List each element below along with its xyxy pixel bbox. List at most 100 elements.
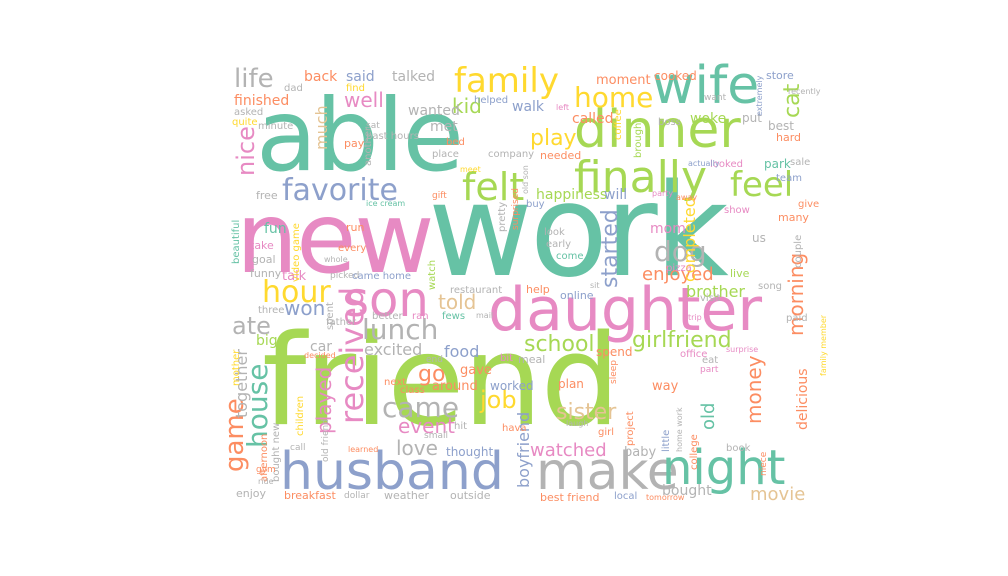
cloud-word: another: [363, 126, 374, 166]
cloud-word: sale: [790, 157, 811, 168]
cloud-word: family member: [819, 314, 828, 376]
cloud-word: online: [560, 289, 594, 302]
cloud-word: started: [598, 209, 623, 288]
cloud-word: wife: [652, 56, 760, 116]
cloud-word: feel: [730, 165, 794, 205]
cloud-word: niece: [759, 451, 769, 476]
cloud-word: night: [662, 440, 786, 496]
cloud-word: ride: [258, 477, 274, 486]
cloud-word: three: [258, 305, 285, 316]
cloud-word: home work: [675, 407, 684, 452]
cloud-word: needed: [540, 149, 582, 162]
cloud-word: spend: [596, 345, 633, 359]
cloud-word: park: [764, 157, 791, 171]
cloud-word: end: [426, 355, 443, 365]
cloud-word: talk: [282, 269, 307, 284]
cloud-word: coffee: [613, 109, 624, 140]
cloud-word: little: [661, 429, 672, 452]
cloud-word: outside: [450, 489, 491, 502]
cloud-word: ate: [232, 312, 271, 340]
cloud-word: take: [250, 239, 274, 252]
cloud-word: look: [544, 227, 565, 238]
cloud-word: surprised: [511, 188, 521, 230]
cloud-word: son: [344, 272, 429, 328]
cloud-word: party: [652, 189, 674, 198]
cloud-word: hard: [776, 131, 802, 144]
cloud-word: part: [700, 365, 719, 375]
cloud-word: whole: [324, 255, 348, 264]
cloud-word: lunch: [362, 313, 439, 346]
cloud-word: laugh: [566, 419, 589, 428]
cloud-word: won: [284, 296, 326, 320]
cloud-word: school: [524, 332, 595, 357]
cloud-word: team: [776, 173, 802, 184]
cloud-word: live: [730, 267, 750, 280]
cloud-word: mail: [476, 311, 494, 320]
cloud-word: back: [304, 69, 338, 85]
cloud-word: job: [480, 386, 517, 414]
cloud-word: beautiful: [231, 219, 242, 264]
cloud-word: favorite: [282, 173, 398, 208]
cloud-word: girlfriend: [632, 328, 732, 353]
cloud-word: father: [326, 317, 357, 328]
cloud-word: gift: [432, 191, 447, 201]
cloud-word: mom: [650, 221, 686, 237]
cloud-word: woke: [690, 111, 727, 127]
cloud-word: children: [295, 395, 306, 436]
cloud-word: give: [798, 199, 820, 210]
cloud-word: trip: [688, 313, 702, 322]
cloud-word: money: [742, 355, 766, 424]
cloud-word: much: [312, 105, 331, 150]
cloud-word: bit: [500, 353, 514, 364]
cloud-word: run: [346, 221, 365, 234]
cloud-word: next: [384, 377, 407, 388]
cloud-word: movie: [750, 484, 806, 505]
cloud-word: early: [546, 239, 572, 250]
cloud-word: better: [372, 311, 403, 322]
cloud-word: around: [432, 379, 478, 394]
cloud-word: decided: [304, 351, 336, 360]
cloud-word: best: [768, 119, 794, 133]
cloud-word: gave: [460, 363, 492, 378]
cloud-word: old: [698, 402, 719, 430]
cloud-word: enjoy: [236, 487, 267, 500]
cloud-word: project: [625, 411, 636, 446]
cloud-word: every: [338, 243, 367, 254]
cloud-word: food: [444, 342, 480, 361]
cloud-word: minute: [258, 121, 294, 132]
cloud-word: told: [438, 290, 477, 314]
cloud-word: sleep: [609, 360, 619, 384]
cloud-word: video game: [291, 223, 302, 282]
cloud-word: funny: [250, 267, 282, 280]
cloud-word: life: [234, 64, 274, 94]
cloud-word: worked: [490, 379, 534, 393]
cloud-word: learned: [348, 445, 379, 454]
cloud-word: boss: [658, 117, 681, 128]
cloud-word: class: [400, 385, 425, 396]
cloud-word: home: [574, 81, 654, 114]
cloud-word: came home: [352, 271, 412, 282]
cloud-word: local: [614, 491, 638, 502]
cloud-word: love: [396, 436, 438, 460]
cloud-word: couple: [793, 234, 804, 268]
cloud-word: dog: [654, 235, 707, 268]
cloud-word: finally: [574, 152, 708, 203]
cloud-word: gym: [256, 465, 276, 475]
cloud-word: college: [689, 434, 700, 470]
cloud-word: thought: [446, 445, 494, 459]
cloud-word: hit: [454, 421, 468, 432]
cloud-word: big: [256, 333, 278, 349]
cloud-word: will: [604, 187, 628, 203]
cloud-word: delicious: [795, 368, 811, 430]
cloud-word: helped: [474, 95, 509, 106]
cloud-word: eat: [702, 355, 719, 366]
cloud-word: daughter: [488, 275, 763, 345]
cloud-word: asked: [234, 107, 264, 118]
cloud-word: away: [676, 193, 698, 202]
cloud-word: watch: [427, 259, 438, 290]
cloud-word: hava: [502, 423, 527, 434]
cloud-word: friend: [262, 307, 621, 454]
cloud-word: come: [556, 251, 584, 262]
cloud-word: many: [778, 211, 809, 224]
